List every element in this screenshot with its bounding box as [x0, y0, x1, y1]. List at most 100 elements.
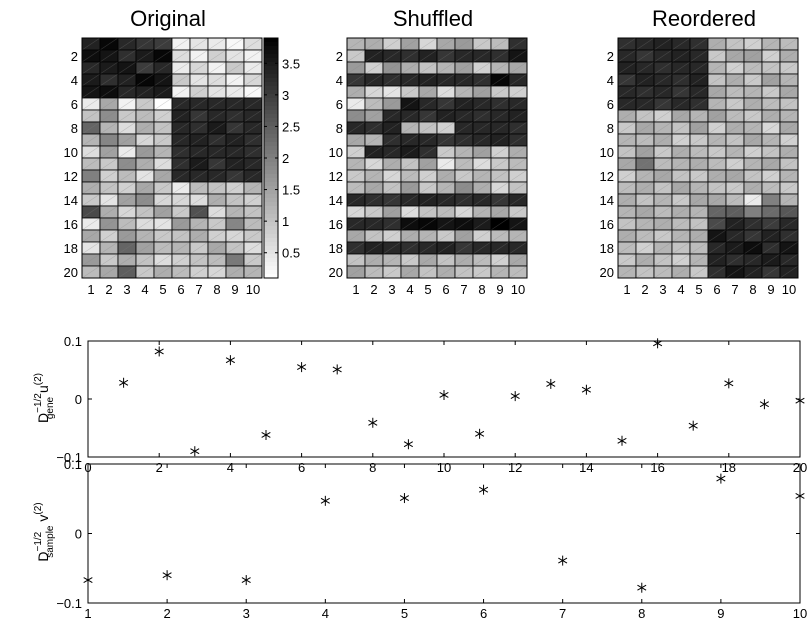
colorbar-segment: [264, 46, 278, 51]
heatmap-cell-diagonal: [400, 133, 420, 147]
heatmap-xtick-label: 4: [677, 282, 684, 297]
marker-stroke: [759, 401, 769, 408]
heatmap-ytick-label: 12: [329, 169, 343, 184]
heatmap-cell-diagonal: [779, 85, 799, 99]
heatmap-cell-diagonal: [382, 229, 402, 243]
heatmap-xtick-label: 5: [424, 282, 431, 297]
heatmap-xtick-label: 8: [478, 282, 485, 297]
x-tick-label: 1: [84, 606, 91, 621]
heatmap-cell-diagonal: [153, 61, 173, 75]
heatmap-cell-diagonal: [671, 205, 691, 219]
heatmap-cell-diagonal: [364, 241, 384, 255]
heatmap-cell-diagonal: [225, 193, 245, 207]
colorbar-segment: [264, 194, 278, 199]
heatmap-cell-diagonal: [225, 109, 245, 123]
data-point-marker: [510, 391, 520, 402]
heatmap-cell-diagonal: [725, 61, 745, 75]
heatmap-cell-diagonal: [454, 109, 474, 123]
heatmap-frame: [346, 37, 528, 279]
scatter-sample-ylabel: D−1/2sample v(2): [33, 502, 56, 561]
colorbar-segment: [264, 70, 278, 75]
heatmap-cell-diagonal: [689, 121, 709, 135]
colorbar-segment: [264, 138, 278, 143]
heatmap-cell-diagonal: [671, 85, 691, 99]
heatmap-ytick-label: 4: [71, 73, 78, 88]
heatmap-cell-diagonal: [436, 145, 456, 159]
heatmap-cell-diagonal: [117, 97, 137, 111]
heatmap-cell-diagonal: [171, 241, 191, 255]
data-point-marker: [83, 575, 93, 586]
heatmap-cell-diagonal: [725, 145, 745, 159]
y-tick-label: 0: [75, 527, 82, 542]
colorbar-segment: [264, 118, 278, 123]
heatmap-cell-diagonal: [743, 121, 763, 135]
heatmap-cell-diagonal: [725, 241, 745, 255]
heatmap-cell-diagonal: [490, 229, 510, 243]
heatmap-cell-diagonal: [617, 109, 637, 123]
heatmap-cell-diagonal: [171, 169, 191, 183]
y-tick-label: 0.1: [64, 334, 82, 349]
heatmap-cell-diagonal: [117, 157, 137, 171]
x-tick-label: 7: [559, 606, 566, 621]
heatmap-cell-diagonal: [382, 61, 402, 75]
heatmap-cell-diagonal: [207, 265, 227, 279]
heatmap-cell-diagonal: [225, 181, 245, 195]
ylabel-sample-sub1: sample: [45, 525, 56, 558]
heatmap-cell-diagonal: [243, 193, 263, 207]
heatmap-xtick-label: 3: [388, 282, 395, 297]
heatmap-cell-diagonal: [436, 157, 456, 171]
heatmap-cell-diagonal: [617, 229, 637, 243]
heatmap-cell-diagonal: [490, 217, 510, 231]
heatmap-cell-diagonal: [117, 265, 137, 279]
heatmap-cell-diagonal: [153, 157, 173, 171]
heatmap-cell-diagonal: [689, 61, 709, 75]
heatmap-cell-diagonal: [779, 217, 799, 231]
heatmap-cell-diagonal: [135, 73, 155, 87]
heatmap-cell-diagonal: [382, 193, 402, 207]
heatmap-cell-diagonal: [635, 37, 655, 51]
heatmap-cell-diagonal: [171, 73, 191, 87]
x-tick-label: 9: [717, 606, 724, 621]
heatmap-cell-diagonal: [761, 181, 781, 195]
ylabel-gene-u: u: [35, 385, 51, 397]
heatmap-xtick-label: 5: [695, 282, 702, 297]
heatmap-cell-diagonal: [472, 265, 492, 279]
heatmap-cell-diagonal: [153, 49, 173, 63]
heatmap-cell-diagonal: [135, 121, 155, 135]
heatmap-cell-diagonal: [400, 145, 420, 159]
heatmap-cell-diagonal: [472, 61, 492, 75]
data-point-marker: [478, 484, 489, 495]
heatmap-cell-diagonal: [117, 145, 137, 159]
heatmap-ytick-label: 2: [336, 49, 343, 64]
heatmap-cell-diagonal: [743, 133, 763, 147]
heatmap-ytick-label: 6: [71, 97, 78, 112]
colorbar-tick-label: 2.5: [282, 119, 300, 134]
x-tick-label: 6: [298, 460, 305, 475]
heatmap-cell-diagonal: [171, 157, 191, 171]
heatmap-cell-diagonal: [508, 181, 528, 195]
heatmap-cell-diagonal: [171, 181, 191, 195]
heatmap-cell-diagonal: [454, 265, 474, 279]
heatmap-cell-diagonal: [508, 265, 528, 279]
heatmap-cell-diagonal: [508, 145, 528, 159]
heatmap-cell-diagonal: [189, 181, 209, 195]
data-point-marker: [162, 570, 172, 581]
heatmap-cell-diagonal: [671, 133, 691, 147]
heatmap-cell-diagonal: [779, 73, 799, 87]
heatmap-cell-diagonal: [743, 205, 763, 219]
heatmap-cell-diagonal: [508, 241, 528, 255]
heatmap-cell-diagonal: [99, 205, 119, 219]
colorbar-tick-label: 3: [282, 88, 289, 103]
heatmap-cell-diagonal: [171, 121, 191, 135]
heatmap-cell-diagonal: [99, 85, 119, 99]
heatmap-cell-diagonal: [225, 205, 245, 219]
colorbar-segment: [264, 130, 278, 135]
heatmap-cell-diagonal: [508, 157, 528, 171]
heatmap-cell-diagonal: [725, 157, 745, 171]
heatmap-cell-diagonal: [779, 97, 799, 111]
heatmap-cell-diagonal: [617, 169, 637, 183]
heatmap-cell-diagonal: [418, 61, 438, 75]
data-point-marker: [332, 364, 342, 375]
heatmap-cell-diagonal: [207, 157, 227, 171]
heatmap-ytick-label: 8: [71, 121, 78, 136]
